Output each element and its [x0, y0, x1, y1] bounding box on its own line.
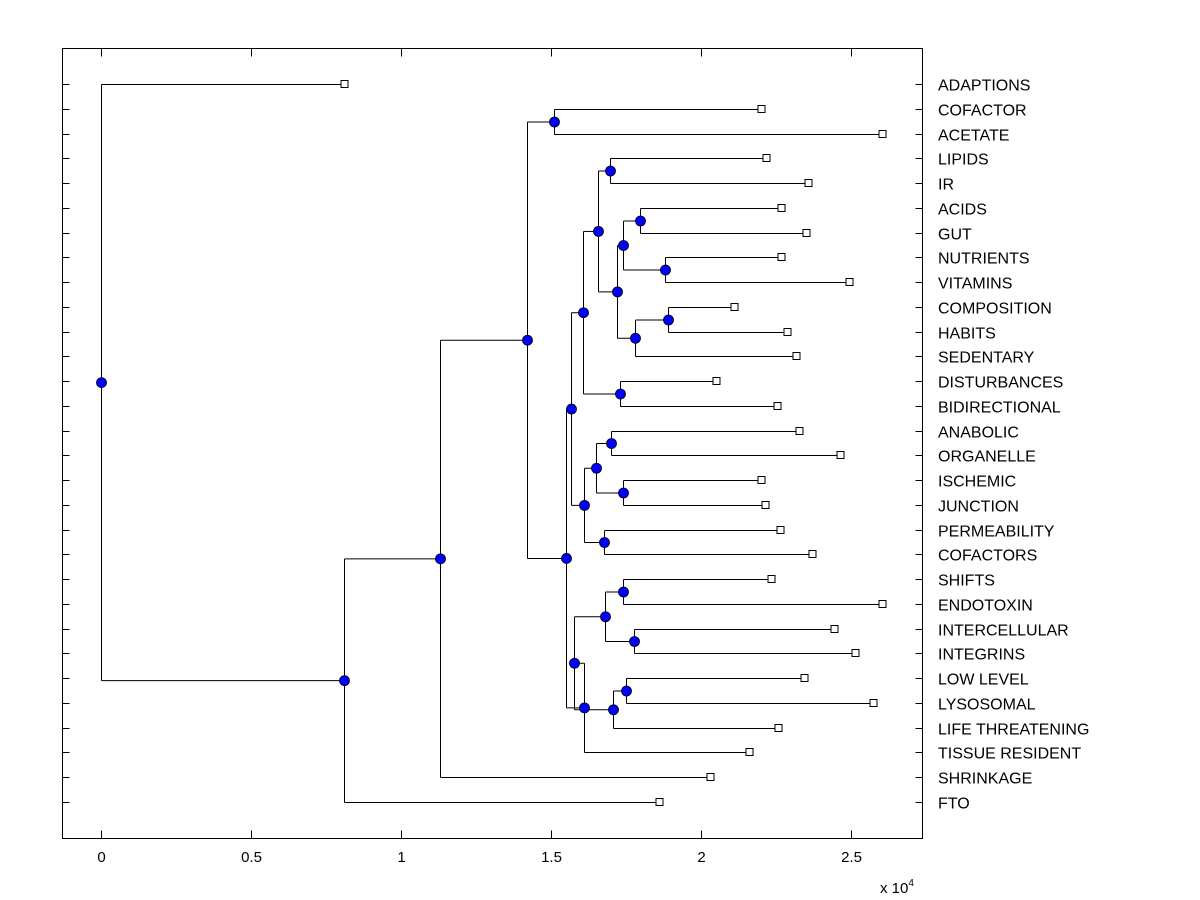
- leaf-label: ORGANELLE: [938, 449, 1036, 466]
- leaf-label: LIPIDS: [938, 152, 989, 169]
- cluster-node: [339, 675, 350, 687]
- leaf-marker: [851, 649, 860, 657]
- leaf-marker: [730, 303, 739, 311]
- leaf-marker: [792, 352, 801, 360]
- cluster-node: [435, 553, 446, 565]
- leaf-label: BIDIRECTIONAL: [938, 400, 1061, 417]
- leaf-label: COMPOSITION: [938, 301, 1052, 318]
- leaf-marker: [706, 773, 715, 781]
- cluster-node: [579, 702, 590, 714]
- cluster-node: [630, 332, 641, 344]
- cluster-node: [591, 462, 602, 474]
- x-tick-label: 0: [97, 849, 105, 866]
- leaf-label: LIFE THREATENING: [938, 722, 1089, 739]
- cluster-node: [605, 165, 616, 177]
- x-tick-label: 1.5: [541, 849, 562, 866]
- leaf-marker: [712, 377, 721, 385]
- leaf-label: IR: [938, 177, 954, 194]
- leaf-label: JUNCTION: [938, 499, 1019, 516]
- leaf-label: ACETATE: [938, 128, 1009, 145]
- cluster-node: [612, 286, 623, 298]
- cluster-node: [635, 215, 646, 227]
- leaf-marker: [655, 798, 664, 806]
- leaf-label: ACIDS: [938, 202, 987, 219]
- leaf-label: GUT: [938, 227, 972, 244]
- leaf-marker: [777, 204, 786, 212]
- plot-frame: [62, 48, 923, 839]
- leaf-marker: [745, 748, 754, 756]
- cluster-node: [522, 334, 533, 346]
- leaf-label: COFACTORS: [938, 548, 1037, 565]
- leaf-label: FTO: [938, 796, 970, 813]
- cluster-node: [96, 377, 107, 388]
- leaf-label: SHRINKAGE: [938, 771, 1032, 788]
- cluster-node: [600, 611, 611, 623]
- leaf-label: LOW LEVEL: [938, 672, 1029, 689]
- leaf-marker: [777, 253, 786, 261]
- leaf-label: COFACTOR: [938, 103, 1027, 120]
- leaf-marker: [776, 526, 785, 534]
- leaf-marker: [830, 625, 839, 633]
- leaf-marker: [802, 229, 811, 237]
- leaf-label: INTEGRINS: [938, 647, 1025, 664]
- leaf-label: SEDENTARY: [938, 350, 1035, 367]
- cluster-node: [660, 264, 671, 276]
- cluster-node: [566, 403, 577, 415]
- x-tick-label: 1: [397, 849, 405, 866]
- leaf-marker: [878, 130, 887, 138]
- leaf-label: ANABOLIC: [938, 425, 1019, 442]
- cluster-node: [593, 226, 604, 237]
- leaf-label: VITAMINS: [938, 276, 1012, 293]
- leaf-marker: [340, 80, 349, 88]
- x-exponent-label: x 104: [880, 878, 914, 897]
- cluster-node: [579, 499, 590, 511]
- leaf-label: INTERCELLULAR: [938, 623, 1069, 640]
- leaf-label: HABITS: [938, 326, 996, 343]
- x-tick-label: 0.5: [241, 849, 262, 866]
- leaf-label: LYSOSOMAL: [938, 697, 1036, 714]
- leaf-marker: [795, 427, 804, 435]
- cluster-node: [621, 685, 632, 697]
- leaf-marker: [767, 575, 776, 583]
- cluster-node: [578, 307, 589, 319]
- leaf-marker: [762, 154, 771, 162]
- leaf-label: ISCHEMIC: [938, 474, 1016, 491]
- leaf-label: SHIFTS: [938, 573, 995, 590]
- leaf-label: DISTURBANCES: [938, 375, 1063, 392]
- cluster-node: [561, 553, 572, 564]
- leaf-label: TISSUE RESIDENT: [938, 746, 1081, 763]
- leaf-marker: [761, 501, 770, 509]
- cluster-node: [618, 487, 629, 499]
- leaf-marker: [783, 328, 792, 336]
- cluster-node: [569, 657, 580, 669]
- leaf-marker: [804, 179, 813, 187]
- leaf-label: ADAPTIONS: [938, 78, 1030, 95]
- leaf-marker: [800, 674, 809, 682]
- leaf-marker: [845, 278, 854, 286]
- cluster-node: [606, 438, 617, 449]
- leaf-label: ENDOTOXIN: [938, 598, 1033, 615]
- cluster-node: [599, 537, 610, 548]
- cluster-node: [549, 116, 560, 128]
- leaf-marker: [878, 600, 887, 608]
- x-tick-label: 2.5: [841, 849, 862, 866]
- leaf-marker: [869, 699, 878, 707]
- cluster-node: [663, 314, 674, 326]
- leaf-marker: [757, 476, 766, 484]
- leaf-marker: [774, 724, 783, 732]
- cluster-node: [618, 586, 629, 598]
- cluster-node: [629, 636, 640, 647]
- x-tick-label: 2: [697, 849, 705, 866]
- leaf-marker: [836, 451, 845, 459]
- cluster-node: [618, 240, 629, 251]
- leaf-marker: [757, 105, 766, 113]
- leaf-marker: [808, 550, 817, 558]
- leaf-marker: [773, 402, 782, 410]
- leaf-label: PERMEABILITY: [938, 524, 1055, 541]
- leaf-label: NUTRIENTS: [938, 251, 1030, 268]
- cluster-node: [615, 388, 626, 400]
- cluster-node: [608, 704, 619, 716]
